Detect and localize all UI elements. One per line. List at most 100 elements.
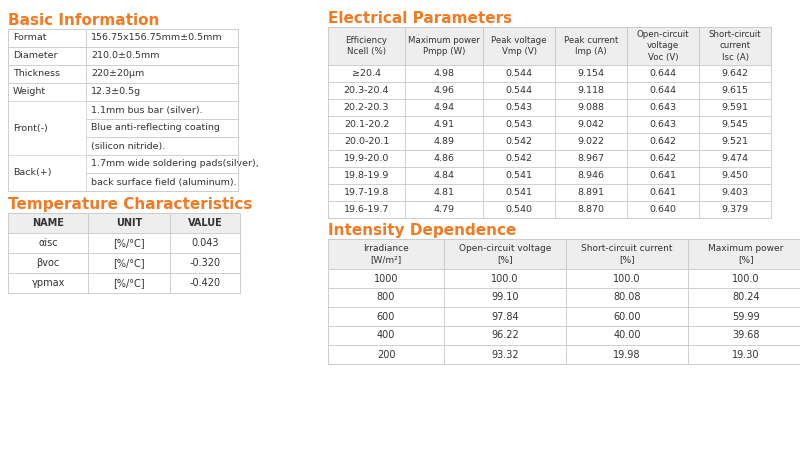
Text: 39.68: 39.68 (732, 331, 760, 341)
Bar (444, 269, 566, 288)
Text: 100.0: 100.0 (614, 273, 641, 284)
Bar (444, 345, 566, 364)
Bar (405, 116, 483, 133)
Bar (555, 167, 627, 184)
Bar (328, 307, 444, 326)
Text: 0.642: 0.642 (650, 154, 677, 163)
Text: γpmax: γpmax (31, 278, 65, 288)
Text: 100.0: 100.0 (491, 273, 518, 284)
Text: 19.30: 19.30 (732, 349, 760, 360)
Bar (328, 239, 444, 269)
Text: 40.00: 40.00 (614, 331, 641, 341)
Bar (328, 27, 405, 65)
Text: Maximum power
Pmpp (W): Maximum power Pmpp (W) (408, 36, 480, 56)
Bar (8, 213, 240, 293)
Text: 4.89: 4.89 (434, 137, 454, 146)
Bar (8, 29, 238, 191)
Text: Electrical Parameters: Electrical Parameters (328, 11, 512, 26)
Bar (8, 65, 86, 83)
Bar (86, 137, 238, 155)
Text: 220±20μm: 220±20μm (91, 70, 144, 78)
Text: Open-circuit
voltage
Voc (V): Open-circuit voltage Voc (V) (637, 30, 690, 62)
Bar (699, 167, 771, 184)
Bar (699, 133, 771, 150)
Text: 20.2-20.3: 20.2-20.3 (344, 103, 390, 112)
Bar (86, 65, 238, 83)
Bar (699, 99, 771, 116)
Bar (8, 155, 86, 191)
Bar (555, 133, 627, 150)
Bar (444, 307, 566, 326)
Bar (328, 239, 800, 364)
Text: 8.946: 8.946 (578, 171, 605, 180)
Bar (555, 201, 627, 218)
Text: VALUE: VALUE (188, 218, 222, 228)
Bar (328, 326, 444, 345)
Text: 4.86: 4.86 (434, 154, 454, 163)
Bar (566, 239, 688, 269)
Bar (8, 253, 88, 273)
Bar (405, 27, 483, 65)
Bar (566, 326, 688, 345)
Bar (566, 345, 688, 364)
Bar (699, 65, 771, 82)
Bar (699, 82, 771, 99)
Bar (405, 167, 483, 184)
Text: UNIT: UNIT (116, 218, 142, 228)
Bar (328, 150, 405, 167)
Bar (86, 47, 238, 65)
Text: 200: 200 (377, 349, 395, 360)
Text: Maximum power
[%]: Maximum power [%] (708, 244, 784, 264)
Text: 60.00: 60.00 (614, 312, 641, 321)
Bar (555, 82, 627, 99)
Bar (86, 119, 238, 137)
Text: 20.0-20.1: 20.0-20.1 (344, 137, 389, 146)
Bar (555, 150, 627, 167)
Text: 99.10: 99.10 (491, 292, 518, 302)
Text: 0.640: 0.640 (650, 205, 677, 214)
Bar (328, 345, 444, 364)
Bar (86, 155, 238, 173)
Text: 4.79: 4.79 (434, 205, 454, 214)
Text: 4.96: 4.96 (434, 86, 454, 95)
Text: 19.8-19.9: 19.8-19.9 (344, 171, 389, 180)
Bar (328, 184, 405, 201)
Bar (483, 116, 555, 133)
Bar (444, 326, 566, 345)
Text: 210.0±0.5mm: 210.0±0.5mm (91, 52, 159, 60)
Text: 9.474: 9.474 (722, 154, 749, 163)
Text: Intensity Dependence: Intensity Dependence (328, 223, 516, 238)
Text: Short-circuit
current
Isc (A): Short-circuit current Isc (A) (709, 30, 762, 62)
Text: [%/°C]: [%/°C] (113, 258, 145, 268)
Bar (405, 82, 483, 99)
Text: 0.543: 0.543 (506, 103, 533, 112)
Text: 9.615: 9.615 (722, 86, 749, 95)
Bar (328, 167, 405, 184)
Bar (688, 288, 800, 307)
Bar (170, 253, 240, 273)
Text: 0.543: 0.543 (506, 120, 533, 129)
Bar (8, 101, 86, 155)
Text: 0.641: 0.641 (650, 188, 677, 197)
Text: 19.98: 19.98 (614, 349, 641, 360)
Text: 0.643: 0.643 (650, 103, 677, 112)
Text: 9.403: 9.403 (722, 188, 749, 197)
Text: 4.81: 4.81 (434, 188, 454, 197)
Bar (483, 167, 555, 184)
Bar (566, 269, 688, 288)
Text: 80.08: 80.08 (614, 292, 641, 302)
Text: 4.91: 4.91 (434, 120, 454, 129)
Text: NAME: NAME (32, 218, 64, 228)
Bar (688, 269, 800, 288)
Text: 9.591: 9.591 (722, 103, 749, 112)
Text: Thickness: Thickness (13, 70, 60, 78)
Bar (627, 65, 699, 82)
Text: 9.118: 9.118 (578, 86, 605, 95)
Bar (555, 65, 627, 82)
Text: 0.544: 0.544 (506, 69, 533, 78)
Text: 19.6-19.7: 19.6-19.7 (344, 205, 389, 214)
Text: 100.0: 100.0 (732, 273, 760, 284)
Text: 8.870: 8.870 (578, 205, 605, 214)
Text: ≥20.4: ≥20.4 (352, 69, 381, 78)
Bar (444, 239, 566, 269)
